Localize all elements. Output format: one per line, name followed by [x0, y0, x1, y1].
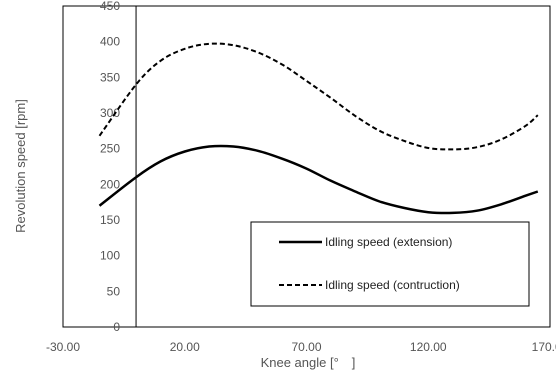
x-tick-label: 120.00: [410, 340, 447, 354]
y-tick-label: 400: [100, 35, 120, 49]
y-tick-label: 200: [100, 177, 120, 191]
x-tick-label: 70.00: [291, 340, 321, 354]
y-tick-label: 150: [100, 213, 120, 227]
y-tick-label: 250: [100, 142, 120, 156]
x-axis-title: Knee angle [° ]: [261, 355, 356, 370]
legend-label-extension: Idling speed (extension): [325, 235, 452, 249]
y-tick-label: 100: [100, 249, 120, 263]
y-axis-title: Revolution speed [rpm]: [13, 99, 28, 233]
y-tick-label: 50: [107, 284, 121, 298]
y-tick-label: 300: [100, 106, 120, 120]
legend-box: [250, 221, 530, 307]
legend: Idling speed (extension) Idling speed (c…: [250, 221, 530, 307]
series-line-extension: [98, 144, 539, 215]
series-lines: [98, 42, 539, 215]
y-tick-label: 0: [113, 320, 120, 334]
series-line-contruction: [98, 42, 539, 151]
x-tick-label: 20.00: [170, 340, 200, 354]
legend-label-contruction: Idling speed (contruction): [325, 278, 460, 292]
y-tick-labels: 0 50 100 150 200 250 300 350 400 450: [100, 0, 120, 334]
x-tick-label: -30.00: [46, 340, 80, 354]
y-tick-label: 450: [100, 0, 120, 13]
y-tick-label: 350: [100, 70, 120, 84]
x-tick-label: 170.00: [532, 340, 556, 354]
x-tick-labels: -30.00 20.00 70.00 120.00 170.00: [46, 340, 556, 354]
